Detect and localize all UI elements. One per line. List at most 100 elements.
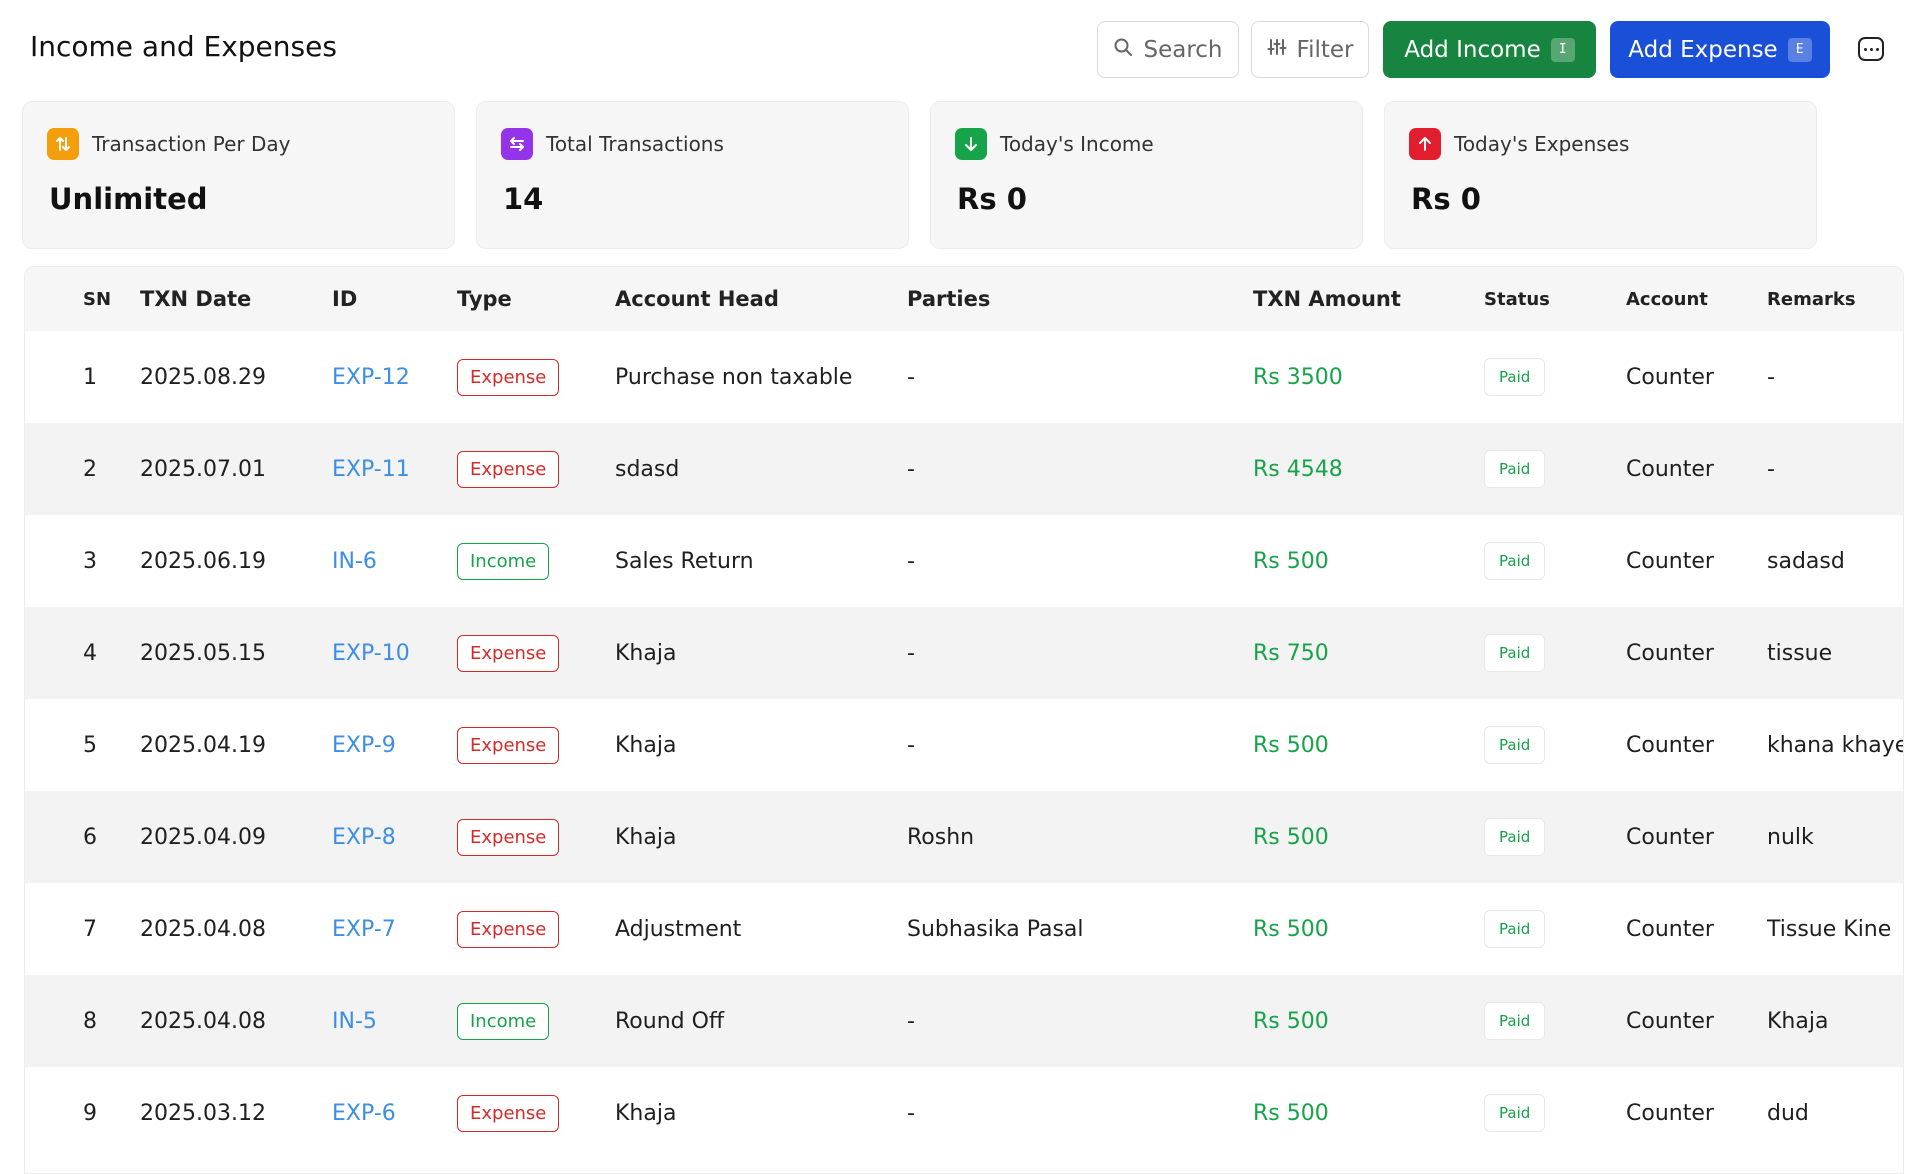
column-header-txn-amount[interactable]: TXN Amount	[1253, 287, 1401, 311]
search-icon	[1113, 37, 1133, 63]
cell-txn-date: 2025.08.29	[140, 364, 266, 390]
transaction-id-link[interactable]: EXP-11	[332, 456, 410, 482]
add-expense-button[interactable]: Add Expense E	[1610, 21, 1830, 78]
cell-txn-date: 2025.05.15	[140, 640, 266, 666]
cell-txn-date: 2025.04.19	[140, 732, 266, 758]
column-header-id[interactable]: ID	[332, 287, 358, 311]
transaction-id-link[interactable]: EXP-10	[332, 640, 410, 666]
cell-txn-date: 2025.06.19	[140, 548, 266, 574]
search-button[interactable]: Search	[1097, 21, 1239, 78]
table-row[interactable]: 8 2025.04.08 IN-5 Income Round Off - Rs 500 Pai…	[25, 975, 1903, 1067]
cell-sn: 1	[83, 364, 97, 390]
add-income-shortcut: I	[1550, 37, 1575, 62]
card-total-transactions: Total Transactions 14	[476, 101, 909, 249]
cell-txn-amount: Rs 500	[1253, 916, 1329, 942]
transaction-id-link[interactable]: EXP-7	[332, 916, 396, 942]
column-header-account-head[interactable]: Account Head	[615, 287, 779, 311]
card-value: 14	[503, 182, 544, 216]
cell-parties: -	[907, 548, 915, 574]
status-badge: Paid	[1484, 542, 1546, 580]
cell-account: Counter	[1626, 824, 1714, 850]
table-row[interactable]: 1 2025.08.29 EXP-12 Expense Purchase non tax…	[25, 331, 1903, 423]
cell-txn-date: 2025.04.09	[140, 824, 266, 850]
cell-txn-date: 2025.04.08	[140, 1008, 266, 1034]
cell-parties: Subhasika Pasal	[907, 916, 1084, 942]
column-header-txn-date[interactable]: TXN Date	[140, 287, 252, 311]
column-header-remarks[interactable]: Remarks	[1767, 288, 1856, 310]
cell-txn-date: 2025.04.08	[140, 916, 266, 942]
transaction-id-link[interactable]: EXP-9	[332, 732, 396, 758]
cell-parties: -	[907, 1008, 915, 1034]
transaction-id-link[interactable]: EXP-12	[332, 364, 410, 390]
column-header-account[interactable]: Account	[1626, 288, 1708, 310]
table-row[interactable]: 3 2025.06.19 IN-6 Income Sales Return - Rs 500…	[25, 515, 1903, 607]
cell-remarks: -	[1767, 364, 1775, 390]
search-label: Search	[1143, 36, 1223, 63]
card-label: Transaction Per Day	[92, 132, 291, 156]
cell-txn-amount: Rs 750	[1253, 640, 1329, 666]
cell-sn: 7	[83, 916, 97, 942]
cell-sn: 8	[83, 1008, 97, 1034]
filter-button[interactable]: Filter	[1251, 21, 1369, 78]
card-label: Today's Expenses	[1454, 132, 1630, 156]
card-value: Rs 0	[1411, 182, 1481, 216]
page-header: Income and Expenses Search Filter Add In…	[0, 0, 1920, 96]
card-label: Today's Income	[1000, 132, 1154, 156]
table-row[interactable]: 2 2025.07.01 EXP-11 Expense sdasd - Rs 4548 Pai…	[25, 423, 1903, 515]
column-header-parties[interactable]: Parties	[907, 287, 991, 311]
cell-txn-amount: Rs 500	[1253, 548, 1329, 574]
more-options-icon[interactable]	[1858, 37, 1884, 61]
transaction-id-link[interactable]: IN-5	[332, 1008, 377, 1034]
status-badge: Paid	[1484, 910, 1546, 948]
add-expense-label: Add Expense	[1628, 36, 1778, 63]
cell-account: Counter	[1626, 916, 1714, 942]
cell-txn-amount: Rs 500	[1253, 1008, 1329, 1034]
card-todays-income: Today's Income Rs 0	[930, 101, 1363, 249]
cell-sn: 2	[83, 456, 97, 482]
cell-account-head: Khaja	[615, 732, 677, 758]
type-badge: Income	[457, 1002, 550, 1040]
transaction-id-link[interactable]: EXP-6	[332, 1100, 396, 1126]
sliders-icon	[1267, 37, 1287, 63]
cell-parties: -	[907, 364, 915, 390]
cell-account-head: sdasd	[615, 456, 680, 482]
table-header-row: SN TXN Date ID Type Account Head Parties…	[25, 267, 1903, 331]
type-badge: Expense	[457, 634, 560, 672]
cell-parties: -	[907, 640, 915, 666]
transactions-table: SN TXN Date ID Type Account Head Parties…	[24, 266, 1904, 1174]
cell-account-head: Sales Return	[615, 548, 754, 574]
card-todays-expenses: Today's Expenses Rs 0	[1384, 101, 1817, 249]
cell-txn-date: 2025.07.01	[140, 456, 266, 482]
cell-account: Counter	[1626, 732, 1714, 758]
cell-remarks: sadasd	[1767, 548, 1845, 574]
transaction-id-link[interactable]: EXP-8	[332, 824, 396, 850]
table-row[interactable]: 9 2025.03.12 EXP-6 Expense Khaja - Rs 500 Paid C…	[25, 1067, 1903, 1159]
status-badge: Paid	[1484, 634, 1546, 672]
add-income-button[interactable]: Add Income I	[1383, 21, 1596, 78]
cell-remarks: tissue	[1767, 640, 1833, 666]
filter-label: Filter	[1296, 36, 1354, 63]
table-row[interactable]: 6 2025.04.09 EXP-8 Expense Khaja Roshn Rs 500 P…	[25, 791, 1903, 883]
card-value: Unlimited	[49, 182, 208, 216]
table-row[interactable]: 4 2025.05.15 EXP-10 Expense Khaja - Rs 750 Paid…	[25, 607, 1903, 699]
transaction-id-link[interactable]: IN-6	[332, 548, 377, 574]
cell-parties: Roshn	[907, 824, 975, 850]
cell-parties: -	[907, 1100, 915, 1126]
cell-txn-date: 2025.03.12	[140, 1100, 266, 1126]
type-badge: Expense	[457, 818, 560, 856]
table-row[interactable]: 7 2025.04.08 EXP-7 Expense Adjustment Subhasi…	[25, 883, 1903, 975]
cell-txn-amount: Rs 4548	[1253, 456, 1343, 482]
status-badge: Paid	[1484, 1094, 1546, 1132]
column-header-sn[interactable]: SN	[83, 288, 112, 310]
cell-sn: 9	[83, 1100, 97, 1126]
cell-remarks: Khaja	[1767, 1008, 1829, 1034]
column-header-type[interactable]: Type	[457, 287, 512, 311]
cell-sn: 3	[83, 548, 97, 574]
add-expense-shortcut: E	[1787, 37, 1812, 62]
type-badge: Expense	[457, 910, 560, 948]
cell-txn-amount: Rs 500	[1253, 732, 1329, 758]
table-row[interactable]: 5 2025.04.19 EXP-9 Expense Khaja - Rs 500 Paid C…	[25, 699, 1904, 791]
column-header-status[interactable]: Status	[1484, 288, 1550, 310]
card-label: Total Transactions	[546, 132, 724, 156]
cell-remarks: khana khaye	[1767, 732, 1904, 758]
